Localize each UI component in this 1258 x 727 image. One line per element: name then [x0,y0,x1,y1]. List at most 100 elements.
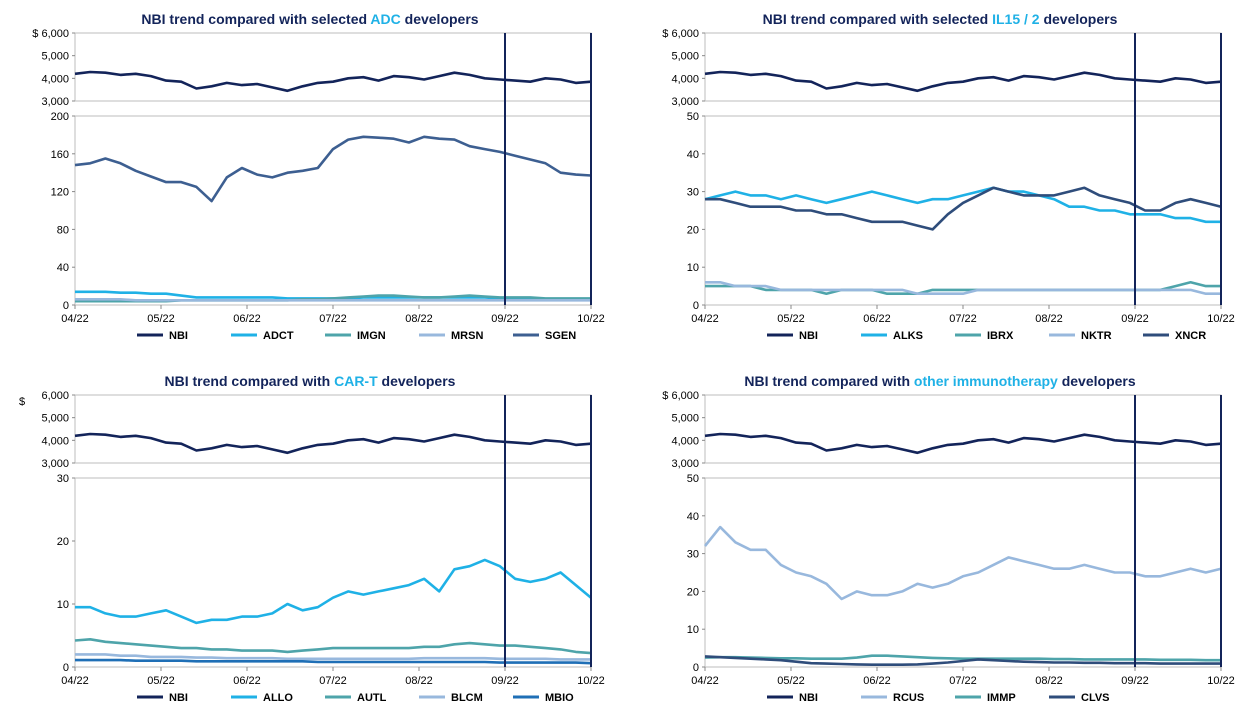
x-tick-label: 05/22 [777,313,805,325]
legend-label-alks: ALKS [893,330,923,342]
legend-label-blcm: BLCM [451,692,483,704]
chart-panel-adc: NBI trend compared with selected ADC dev… [0,0,620,360]
bottom-y-tick-label: 30 [687,187,699,199]
bottom-y-tick-label: 30 [687,549,699,561]
top-y-tick-label: $ 6,000 [32,28,69,40]
x-tick-label: 04/22 [691,675,719,687]
x-tick-label: 09/22 [1121,313,1149,325]
bottom-plot-frame [74,477,592,668]
bottom-y-tick-label: 160 [51,149,69,161]
bottom-y-tick-label: 40 [57,262,69,274]
x-tick-label: 09/22 [491,313,519,325]
legend-label-nktr: NKTR [1081,330,1112,342]
x-tick-label: 05/22 [147,313,175,325]
legend-label-ibrx: IBRX [987,330,1014,342]
bottom-series-sgen [74,135,592,203]
top-y-tick-label: 4,000 [671,73,699,85]
bottom-series-alks [704,186,1221,224]
bottom-y-tick-label: 10 [687,624,699,636]
top-plot-frame [74,32,592,102]
legend-label-adct: ADCT [263,330,294,342]
x-tick-label: 05/22 [147,675,175,687]
bottom-y-tick-label: 10 [57,599,69,611]
top-plot-frame [704,394,1222,464]
bottom-y-tick-label: 50 [687,473,699,485]
x-tick-label: 10/22 [1207,675,1235,687]
chart-title-pre: NBI trend compared with [165,373,335,389]
chart-immuno: NBI trend compared with other immunother… [662,373,1235,704]
x-tick-label: 09/22 [1121,675,1149,687]
x-tick-label: 08/22 [1035,313,1063,325]
chart-title-post: developers [1040,11,1118,27]
top-series-nbi [704,70,1222,93]
top-y-tick-label: 5,000 [41,51,69,63]
x-tick-label: 10/22 [1207,313,1235,325]
legend-label-mrsn: MRSN [451,330,483,342]
legend-label-mbio: MBIO [545,692,574,704]
top-series-nbi [704,432,1222,455]
x-tick-label: 08/22 [405,313,433,325]
bottom-y-tick-label: 40 [687,149,699,161]
bottom-y-tick-label: 0 [63,662,69,674]
bottom-series-allo [75,558,592,625]
chart-panel-il15: NBI trend compared with selected IL15 / … [630,0,1250,360]
chart-title: NBI trend compared with other immunother… [744,373,1136,389]
x-tick-label: 06/22 [863,675,891,687]
top-series-nbi [74,70,592,93]
top-y-tick-label: 4,000 [671,435,699,447]
bottom-y-tick-label: 200 [51,111,69,123]
bottom-plot-frame [704,477,1222,668]
x-tick-label: 07/22 [949,313,977,325]
x-tick-label: 06/22 [233,675,261,687]
chart-il15: NBI trend compared with selected IL15 / … [662,11,1235,342]
legend-label-rcus: RCUS [893,692,924,704]
chart-title-pre: NBI trend compared with selected [141,11,370,27]
top-y-tick-label: 5,000 [671,413,699,425]
x-tick-label: 06/22 [863,313,891,325]
bottom-series-autl [74,637,592,655]
chart-title-highlight: CAR-T [334,373,378,389]
x-tick-label: 09/22 [491,675,519,687]
legend-label-nbi: NBI [169,330,188,342]
top-y-unit-label: $ [19,396,25,408]
chart-title: NBI trend compared with selected ADC dev… [141,11,478,27]
x-tick-label: 07/22 [319,675,347,687]
bottom-series-blcm [75,653,591,661]
legend-label-sgen: SGEN [545,330,576,342]
chart-panel-immuno: NBI trend compared with other immunother… [630,362,1250,722]
chart-title-highlight: other immunotherapy [914,373,1058,389]
bottom-y-tick-label: 20 [687,586,699,598]
chart-panel-cart: NBI trend compared with CAR-T developers… [0,362,620,722]
bottom-y-tick-label: 20 [57,536,69,548]
legend-label-allo: ALLO [263,692,293,704]
x-tick-label: 06/22 [233,313,261,325]
chart-adc: NBI trend compared with selected ADC dev… [32,11,605,342]
top-y-tick-label: 4,000 [41,73,69,85]
top-y-tick-label: 6,000 [41,390,69,402]
x-tick-label: 04/22 [61,313,89,325]
top-y-tick-label: 3,000 [41,458,69,470]
bottom-series-nktr [705,280,1221,296]
top-y-tick-label: 3,000 [41,96,69,108]
bottom-y-tick-label: 80 [57,224,69,236]
legend-label-nbi: NBI [169,692,188,704]
chart-title-highlight: IL15 / 2 [992,11,1040,27]
bottom-y-tick-label: 0 [63,300,69,312]
chart-title-post: developers [1058,373,1136,389]
top-y-tick-label: 4,000 [41,435,69,447]
bottom-series-mrsn [75,297,591,302]
bottom-series-xncr [705,186,1222,231]
chart-title-pre: NBI trend compared with [744,373,914,389]
bottom-series-rcus [703,525,1222,601]
x-tick-label: 10/22 [577,313,605,325]
chart-cart: NBI trend compared with CAR-T developers… [19,373,605,704]
legend-label-imgn: IMGN [357,330,386,342]
bottom-series-ibrx [705,280,1221,296]
bottom-y-tick-label: 0 [693,300,699,312]
bottom-y-tick-label: 120 [51,187,69,199]
bottom-y-tick-label: 0 [693,662,699,674]
x-tick-label: 07/22 [319,313,347,325]
x-tick-label: 10/22 [577,675,605,687]
top-y-tick-label: 3,000 [671,458,699,470]
x-tick-label: 08/22 [1035,675,1063,687]
